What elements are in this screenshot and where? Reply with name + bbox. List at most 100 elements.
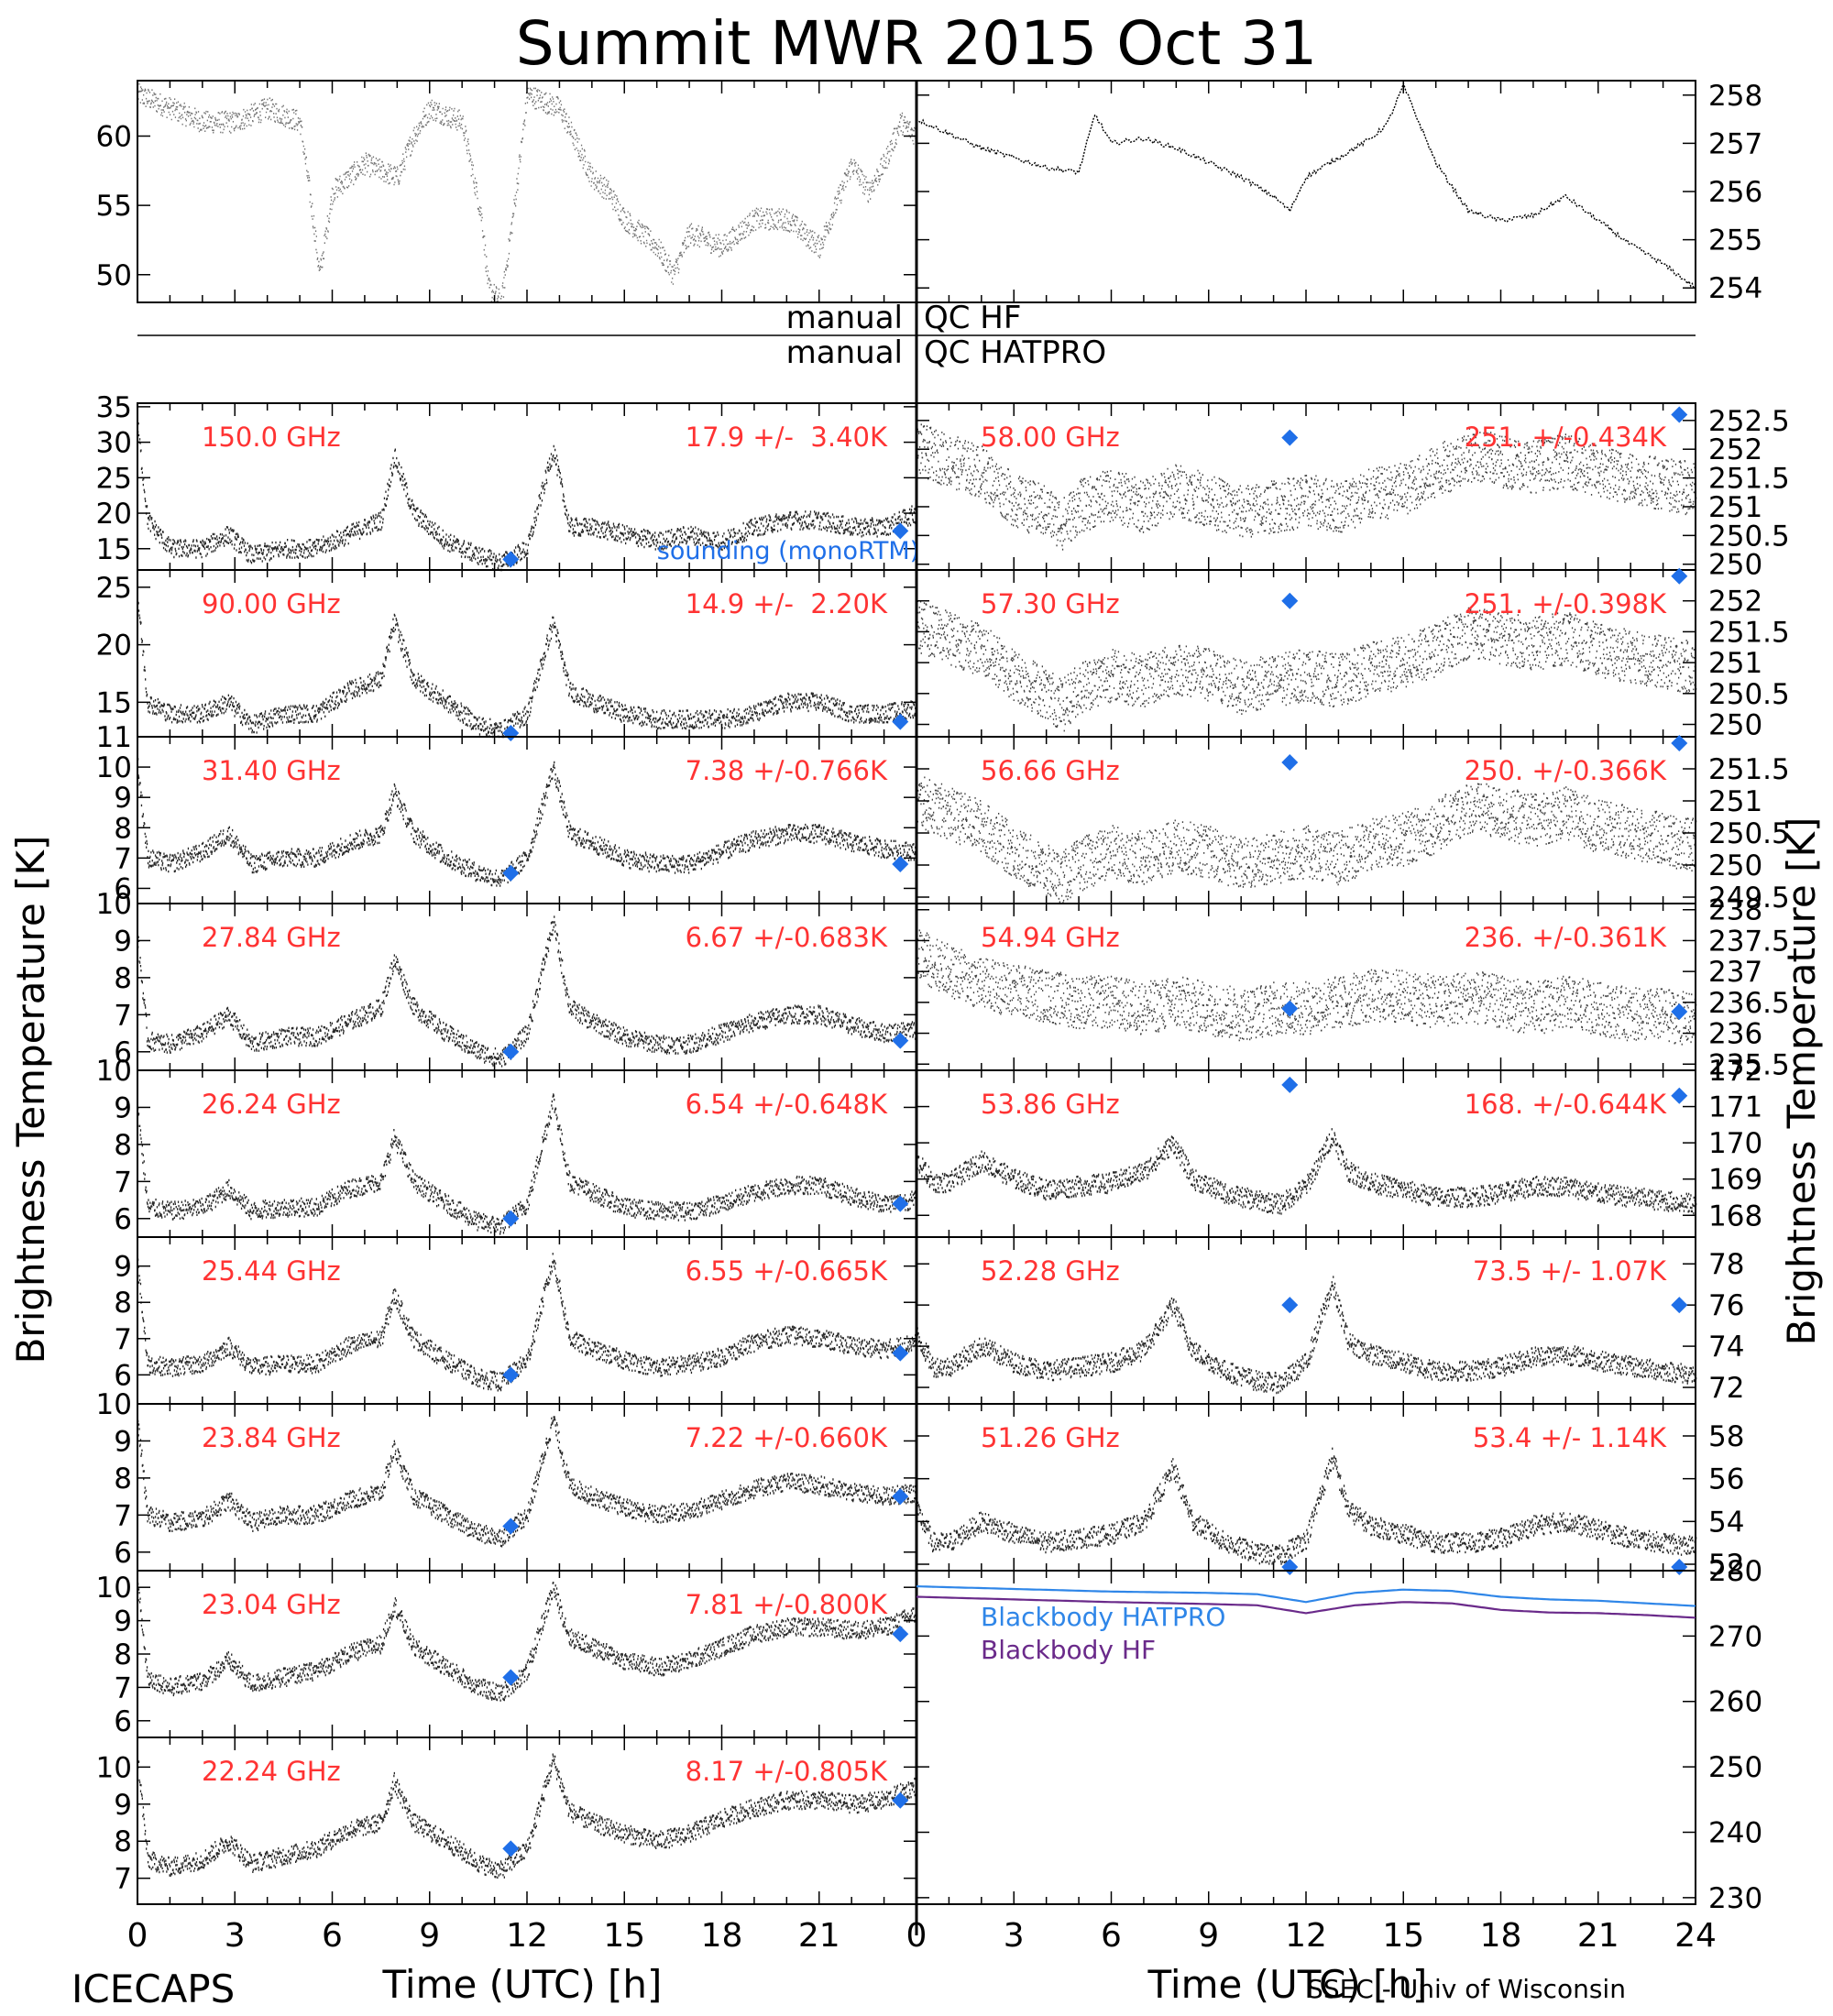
- x-tick-label: 0: [127, 1917, 148, 1955]
- y-tick-label: 8: [114, 1638, 132, 1671]
- sounding-marker: [892, 1626, 909, 1643]
- y-tick-label: 25: [96, 462, 132, 495]
- sounding-marker: [892, 1032, 909, 1049]
- y-tick-label: 6: [114, 872, 132, 905]
- y-tick-label: 237: [1708, 956, 1762, 989]
- stat-label: 6.54 +/-0.648K: [686, 1089, 888, 1120]
- trace-points: [137, 601, 918, 739]
- y-tick-label: 9: [114, 1091, 132, 1124]
- frequency-label: 23.04 GHz: [202, 1589, 341, 1620]
- sounding-marker: [502, 1517, 520, 1535]
- trace-points: [137, 422, 918, 572]
- x-tick-label: 6: [1101, 1917, 1122, 1955]
- y-tick-label: 20: [96, 498, 132, 531]
- sounding-marker: [892, 855, 909, 872]
- y-tick-label: 280: [1708, 1555, 1762, 1588]
- y-tick-label: 236.5: [1708, 987, 1790, 1020]
- y-tick-label: 250: [1708, 1751, 1762, 1784]
- legend-blackbody-hf: Blackbody HF: [981, 1635, 1156, 1665]
- y-tick-label: 15: [96, 533, 132, 566]
- y-tick-label: 6: [114, 1537, 132, 1570]
- trace-points: [916, 776, 1697, 904]
- y-tick-label: 236: [1708, 1018, 1762, 1051]
- panel-bb: 230 240 250 260 270 280 Blackbody HATPROBlackb…: [916, 1555, 1762, 1915]
- y-tick-label: 52: [1708, 1549, 1744, 1582]
- y-tick-label: 254: [1708, 272, 1762, 305]
- sounding-marker: [502, 551, 520, 568]
- x-tick-label: 18: [1480, 1917, 1522, 1955]
- x-tick-label: 21: [1577, 1917, 1619, 1955]
- figure-title: Summit MWR 2015 Oct 31: [516, 8, 1318, 79]
- y-tick-label: 15: [96, 686, 132, 719]
- y-tick-label: 54: [1708, 1506, 1744, 1539]
- stat-label: 53.4 +/- 1.14K: [1473, 1422, 1667, 1453]
- y-tick-label: 235.5: [1708, 1048, 1790, 1081]
- trace-points: [137, 82, 918, 303]
- y-tick-label: 250.5: [1708, 520, 1790, 553]
- sounding-marker: [1281, 429, 1299, 446]
- sounding-marker: [892, 1195, 909, 1212]
- trace-points: [137, 1753, 918, 1879]
- sounding-marker: [1281, 1297, 1299, 1314]
- sounding-marker: [1671, 567, 1688, 585]
- trace-points: [137, 1416, 918, 1548]
- sounding-annotation: sounding (monoRTM): [657, 537, 919, 565]
- y-tick-label: 9: [114, 1789, 132, 1822]
- series-line-1: [916, 1595, 1696, 1619]
- y-tick-label: 7: [114, 1166, 132, 1199]
- qc-hatpro-label: QC HATPRO: [924, 334, 1106, 371]
- x-tick-label: 0: [906, 1917, 927, 1955]
- y-tick-label: 74: [1708, 1331, 1744, 1364]
- sounding-marker: [892, 713, 909, 730]
- y-tick-label: 251.5: [1708, 463, 1790, 496]
- sounding-marker: [892, 522, 909, 540]
- trace-points: [916, 1276, 1697, 1395]
- y-tick-label: 240: [1708, 1816, 1762, 1849]
- trace-points: [916, 1128, 1697, 1215]
- panel-temp: 254 255 256 257 258: [916, 80, 1762, 305]
- y-tick-label: 35: [96, 391, 132, 424]
- x-tick-label: 9: [419, 1917, 440, 1955]
- y-tick-label: 249.5: [1708, 882, 1790, 915]
- sounding-marker: [502, 1669, 520, 1686]
- frequency-label: 26.24 GHz: [202, 1089, 341, 1120]
- y-tick-label: 10: [96, 888, 132, 921]
- frequency-label: 90.00 GHz: [202, 588, 341, 619]
- sounding-marker: [892, 1488, 909, 1506]
- legend-blackbody-hatpro: Blackbody HATPRO: [981, 1602, 1225, 1632]
- y-tick-label: 256: [1708, 176, 1762, 209]
- x-tick-label: 12: [1285, 1917, 1327, 1955]
- frequency-label: 22.24 GHz: [202, 1756, 341, 1787]
- stat-label: 251. +/-0.398K: [1465, 588, 1667, 619]
- y-tick-label: 50: [96, 259, 132, 292]
- y-tick-label: 6: [114, 1705, 132, 1738]
- panel-f5228: 72 74 76 78 52.28 GHz 73.5 +/- 1.07K: [916, 1236, 1744, 1405]
- frequency-label: 53.86 GHz: [981, 1089, 1120, 1120]
- stat-label: 236. +/-0.361K: [1465, 922, 1667, 953]
- y-tick-label: 11: [96, 721, 132, 754]
- y-tick-label: 251: [1708, 647, 1762, 680]
- panel-f2784: 6 7 8 9 10 27.84 GHz 6.67 +/-0.683K: [96, 888, 918, 1071]
- y-tick-label: 250: [1708, 549, 1762, 582]
- y-tick-label: 172: [1708, 1055, 1762, 1088]
- y-tick-label: 252.5: [1708, 405, 1790, 438]
- qc-hf-label: QC HF: [924, 300, 1021, 336]
- y-tick-label: 8: [114, 812, 132, 845]
- y-tick-label: 25: [96, 572, 132, 605]
- y-tick-label: 9: [114, 1251, 132, 1284]
- y-tick-label: 8: [114, 1463, 132, 1496]
- x-axis-labels: 0 3 6 9 12 15 18 21 0 3 6 9 12 15 18 21 24: [127, 1917, 1717, 1955]
- frequency-label: 27.84 GHz: [202, 922, 341, 953]
- y-tick-label: 8: [114, 962, 132, 995]
- y-tick-label: 250: [1708, 849, 1762, 882]
- stat-label: 7.22 +/-0.660K: [686, 1422, 888, 1453]
- y-tick-label: 8: [114, 1129, 132, 1162]
- y-tick-label: 7: [114, 1323, 132, 1356]
- y-tick-label: 76: [1708, 1289, 1744, 1322]
- right-brightness-label: Brightness Temperature [K]: [1779, 817, 1824, 1346]
- y-tick-label: 60: [96, 121, 132, 154]
